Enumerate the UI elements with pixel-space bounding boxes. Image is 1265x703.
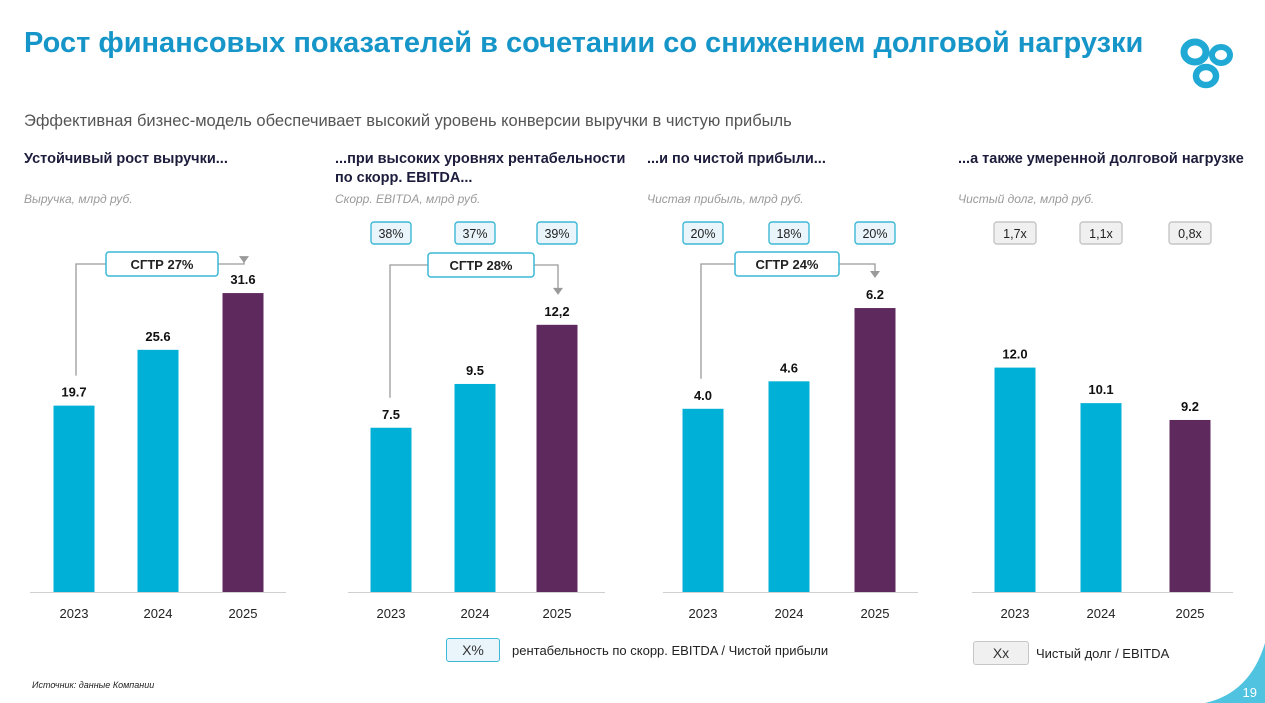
data-label: 12,2 bbox=[544, 304, 569, 319]
badge-label: 1,1x bbox=[1089, 227, 1113, 241]
x-tick-label: 2023 bbox=[689, 606, 718, 621]
legend-ratio-box: Xx bbox=[973, 641, 1029, 665]
x-tick-label: 2025 bbox=[229, 606, 258, 621]
data-label: 12.0 bbox=[1002, 347, 1027, 362]
data-label: 7.5 bbox=[382, 407, 400, 422]
source-note: Источник: данные Компании bbox=[32, 680, 155, 690]
x-tick-label: 2024 bbox=[1087, 606, 1116, 621]
x-tick-label: 2023 bbox=[60, 606, 89, 621]
data-label: 25.6 bbox=[145, 329, 170, 344]
ratio-badge bbox=[768, 221, 810, 245]
x-tick-label: 2024 bbox=[461, 606, 490, 621]
page-title: Рост финансовых показателей в сочетании … bbox=[24, 27, 1144, 59]
company-logo-icon bbox=[1180, 38, 1233, 89]
section-revenue: Устойчивый рост выручки... Выручка, млрд… bbox=[24, 150, 324, 206]
x-tick-label: 2025 bbox=[543, 606, 572, 621]
data-label: 9.5 bbox=[466, 363, 484, 378]
badge-label: 0,8x bbox=[1178, 227, 1202, 241]
ratio-badge bbox=[454, 221, 496, 245]
badge-label: 38% bbox=[378, 227, 403, 241]
legend-pct-box: X% bbox=[446, 638, 500, 662]
cagr-arrowhead bbox=[239, 256, 249, 264]
bar bbox=[137, 349, 179, 592]
data-label: 6.2 bbox=[866, 287, 884, 302]
cagr-box bbox=[105, 251, 219, 277]
section-heading: ...и по чистой прибыли... bbox=[647, 151, 826, 167]
x-tick-label: 2023 bbox=[377, 606, 406, 621]
x-tick-label: 2025 bbox=[1176, 606, 1205, 621]
x-tick-label: 2023 bbox=[1001, 606, 1030, 621]
cagr-box bbox=[734, 251, 840, 277]
section-net-debt: ...а также умеренной долговой нагрузке Ч… bbox=[958, 150, 1258, 206]
ratio-badge bbox=[682, 221, 724, 245]
x-tick-label: 2024 bbox=[144, 606, 173, 621]
data-label: 4.0 bbox=[694, 388, 712, 403]
cagr-label: CГТР 24% bbox=[755, 257, 818, 272]
cagr-label: CГТР 27% bbox=[130, 257, 193, 272]
x-tick-label: 2025 bbox=[861, 606, 890, 621]
badge-label: 39% bbox=[544, 227, 569, 241]
bar bbox=[1169, 419, 1211, 592]
badge-label: 20% bbox=[862, 227, 887, 241]
bar bbox=[222, 293, 264, 592]
ratio-badge bbox=[370, 221, 412, 245]
data-label: 4.6 bbox=[780, 360, 798, 375]
bar bbox=[854, 308, 896, 592]
bar bbox=[768, 381, 810, 592]
section-unit: Скорр. EBITDA, млрд руб. bbox=[335, 192, 481, 206]
ratio-badge bbox=[854, 221, 896, 245]
section-unit: Выручка, млрд руб. bbox=[24, 192, 133, 206]
bar bbox=[53, 405, 95, 592]
data-label: 31.6 bbox=[230, 272, 255, 287]
section-heading: Устойчивый рост выручки... bbox=[24, 151, 228, 167]
badge-label: 1,7x bbox=[1003, 227, 1027, 241]
badge-label: 20% bbox=[690, 227, 715, 241]
ratio-badge bbox=[1079, 221, 1123, 245]
ratio-badge bbox=[993, 221, 1037, 245]
section-unit: Чистый долг, млрд руб. bbox=[958, 192, 1095, 206]
bar bbox=[1080, 403, 1122, 592]
cagr-box bbox=[427, 252, 535, 278]
page-number: 19 bbox=[1242, 685, 1257, 700]
section-unit: Чистая прибыль, млрд руб. bbox=[647, 192, 804, 206]
badge-label: 37% bbox=[462, 227, 487, 241]
section-heading: ...а также умеренной долговой нагрузке bbox=[958, 151, 1244, 167]
page-subtitle: Эффективная бизнес-модель обеспечивает в… bbox=[24, 112, 792, 130]
badge-label: 18% bbox=[776, 227, 801, 241]
corner-decoration bbox=[1205, 643, 1265, 703]
section-net-profit: ...и по чистой прибыли... Чистая прибыль… bbox=[647, 150, 947, 206]
bar bbox=[454, 383, 496, 592]
ratio-badge bbox=[536, 221, 578, 245]
legend-pct-text: рентабельность по скорр. EBITDA / Чистой… bbox=[512, 643, 829, 658]
data-label: 19.7 bbox=[61, 385, 86, 400]
data-label: 9.2 bbox=[1181, 399, 1199, 414]
cagr-label: CГТР 28% bbox=[449, 258, 512, 273]
bar bbox=[682, 408, 724, 592]
bar bbox=[994, 367, 1036, 592]
cagr-arrowhead bbox=[870, 271, 880, 279]
bar bbox=[536, 324, 578, 592]
section-ebitda: ...при высоких уровнях рентабельности по… bbox=[335, 150, 635, 206]
section-heading: ...при высоких уровнях рентабельности по… bbox=[335, 151, 626, 186]
cagr-arrowhead bbox=[553, 287, 563, 295]
ratio-badge bbox=[1168, 221, 1212, 245]
bar bbox=[370, 427, 412, 592]
x-tick-label: 2024 bbox=[775, 606, 804, 621]
legend-ratio-text: Чистый долг / EBITDA bbox=[1036, 646, 1170, 661]
data-label: 10.1 bbox=[1088, 382, 1113, 397]
